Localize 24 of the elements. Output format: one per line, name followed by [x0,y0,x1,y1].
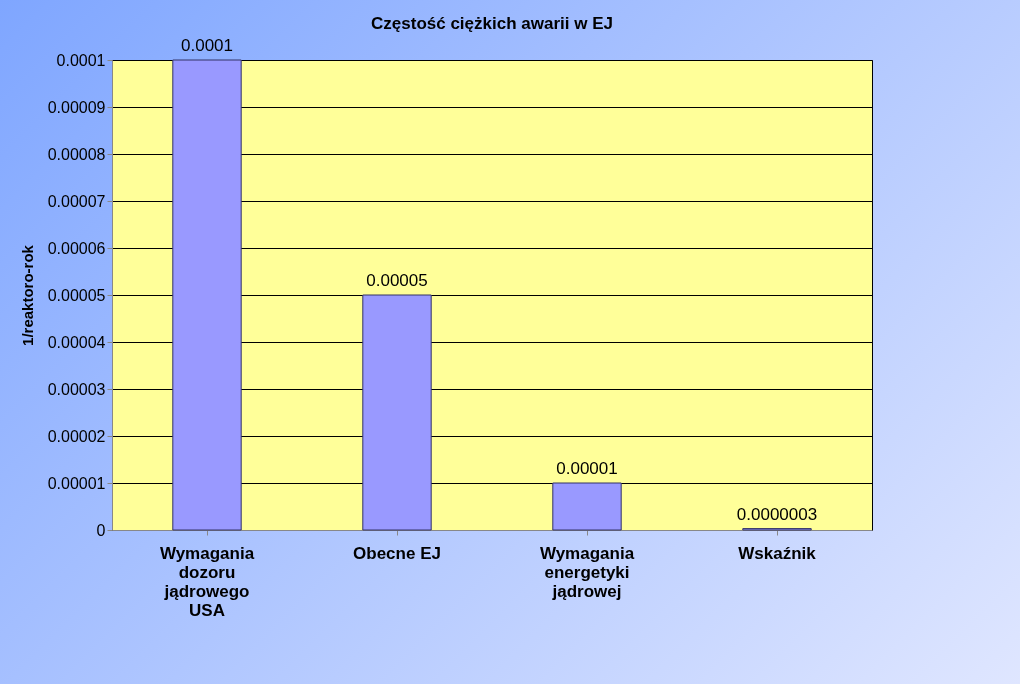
y-tick-label: 0.00001 [47,474,106,492]
y-tick-label: 0 [96,521,106,539]
x-tick-label: Wymagania energetyki jądrowej [539,543,635,601]
y-tick-label: 0.00008 [47,145,106,163]
y-tick-label: 0.00009 [47,98,106,116]
y-tick-label: 0.00003 [47,380,106,398]
bar [172,59,242,531]
x-tick-label: Wskaźnik [738,543,817,563]
data-label: 0.0001 [181,36,233,55]
y-tick-label: 0.00004 [47,333,106,351]
data-label: 0.0000003 [736,504,818,524]
x-tick-label: Obecne EJ [353,543,441,563]
y-tick-label: 0.00006 [47,239,106,257]
x-tick-label: Wymagania dozoru jądrowego USA [159,543,255,620]
bar [552,482,622,531]
chart-title: Częstość ciężkich awarii w EJ [371,14,613,33]
bar [362,294,432,531]
y-tick-label: 0.00005 [47,286,106,304]
y-tick-label: 0.0001 [56,51,106,69]
y-tick-label: 0.00002 [47,427,106,445]
y-axis-title: 1/reaktoro-rok [18,244,36,346]
data-label: 0.00005 [366,271,428,290]
y-tick-label: 0.00007 [47,192,106,210]
data-label: 0.00001 [556,459,618,478]
